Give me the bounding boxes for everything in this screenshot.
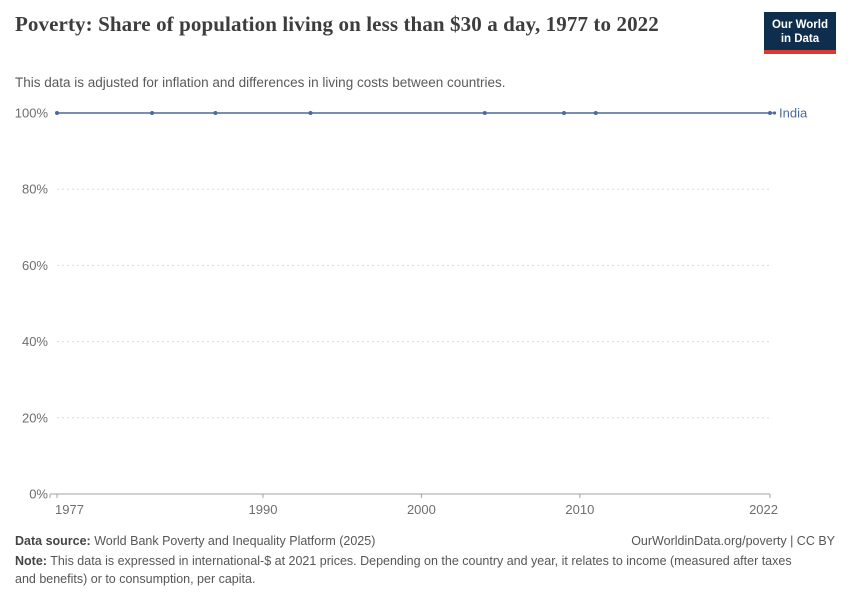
x-tick-label: 2010 [565, 502, 594, 517]
x-tick-label: 1990 [249, 502, 278, 517]
y-tick-label: 40% [22, 334, 48, 349]
x-tick-label: 2000 [407, 502, 436, 517]
data-point-india-1993[interactable] [308, 111, 313, 115]
data-source: Data source: World Bank Poverty and Ineq… [15, 533, 375, 550]
owid-logo[interactable]: Our World in Data [763, 12, 836, 54]
owid-logo-line1: Our World [771, 19, 828, 31]
y-tick-label: 80% [22, 182, 48, 197]
footer-note-text: This data is expressed in international-… [15, 554, 792, 586]
data-point-india-1983[interactable] [150, 111, 155, 115]
data-source-label: Data source: [15, 534, 91, 548]
owid-logo-line2: in Data [780, 33, 820, 45]
x-tick-label: 2022 [749, 502, 778, 517]
series-label-india[interactable]: India [779, 106, 808, 121]
y-tick-label: 100% [15, 106, 49, 121]
data-point-india-2009[interactable] [562, 111, 567, 115]
footer-rights-link[interactable]: OurWorldinData.org/poverty | CC BY [631, 534, 835, 548]
y-tick-label: 60% [22, 258, 48, 273]
series-label-dot [772, 111, 777, 115]
footer-note: Note: This data is expressed in internat… [15, 553, 815, 588]
data-point-india-1987[interactable] [213, 111, 218, 115]
data-point-india-2004[interactable] [482, 111, 487, 115]
footer-sources-row: Data source: World Bank Poverty and Ineq… [15, 533, 835, 550]
y-tick-label: 20% [22, 410, 48, 425]
data-point-india-2011[interactable] [593, 111, 598, 115]
data-source-text: World Bank Poverty and Inequality Platfo… [94, 534, 376, 548]
x-tick-label: 1977 [55, 502, 84, 517]
y-tick-label: 0% [29, 487, 48, 502]
line-chart: 0% 20% 40% 60% 80% 100% 1977 1990 2000 2010 2022 In… [15, 106, 808, 518]
data-point-india-1977[interactable] [55, 111, 59, 115]
footer-note-label: Note: [15, 554, 47, 568]
chart-title: Poverty: Share of population living on l… [15, 12, 659, 36]
chart-subtitle: This data is adjusted for inflation and … [15, 75, 506, 90]
